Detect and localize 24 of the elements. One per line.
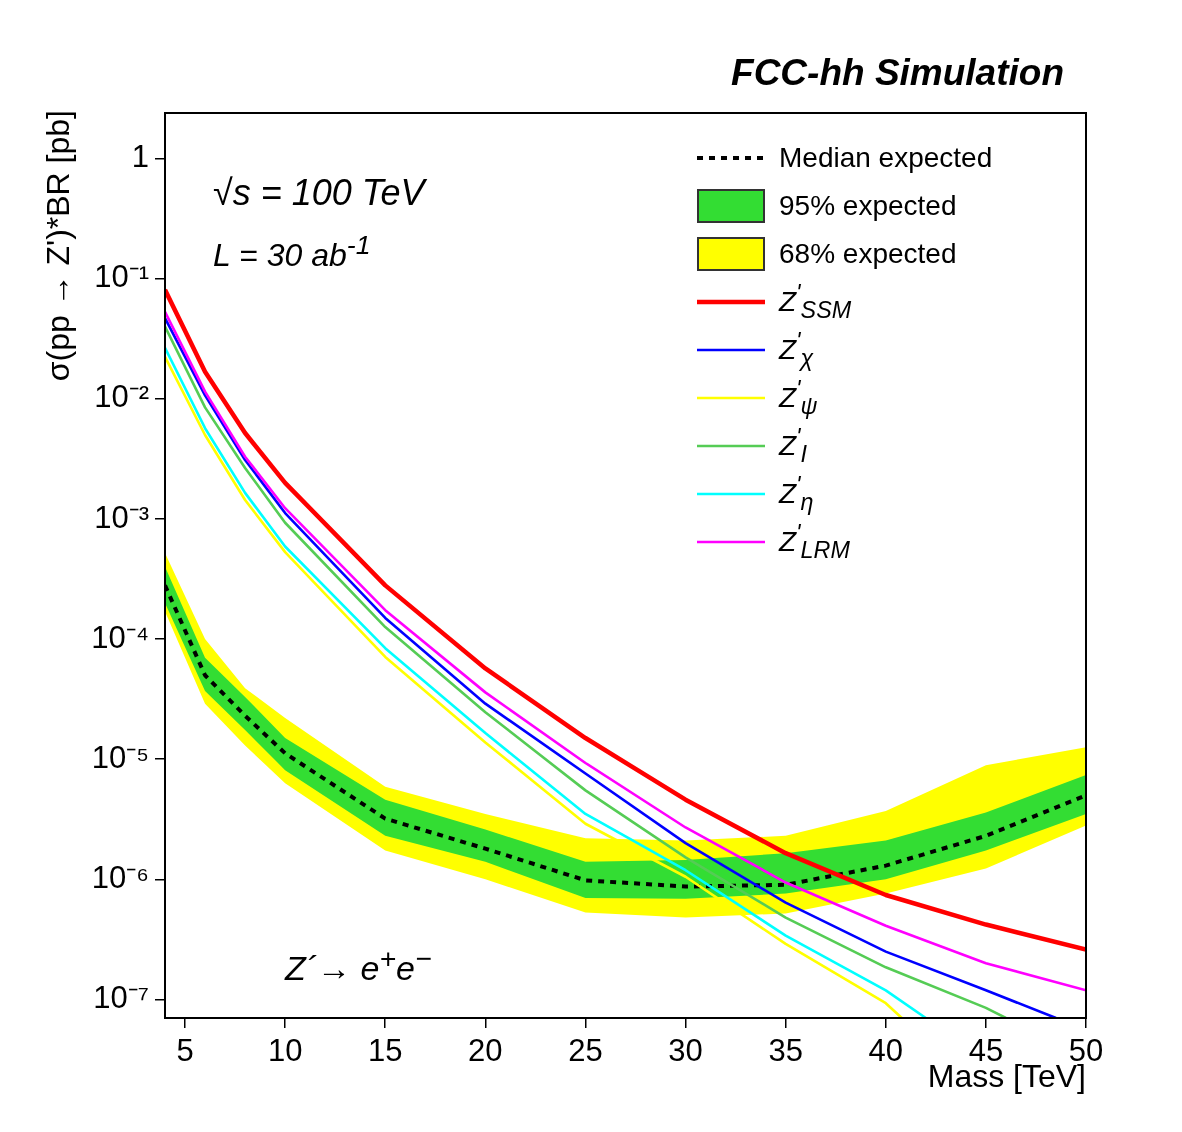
y-tick-label: 10⁻⁶: [91, 859, 149, 895]
legend-label: 95% expected: [779, 190, 957, 222]
x-tick-label: 10: [267, 1033, 303, 1069]
x-tick-label: 40: [868, 1033, 904, 1069]
y-tick-label: 10⁻⁴: [91, 619, 149, 655]
y-tick-label: 10⁻³: [94, 499, 149, 535]
x-tick-label: 25: [568, 1033, 603, 1069]
annotation: Z´→ e$^{+}$e$^{−}$: [285, 942, 432, 989]
x-tick-label: 20: [468, 1033, 503, 1069]
y-tick-label: 10⁻⁷: [93, 979, 149, 1015]
y-tick-label: 1: [131, 139, 149, 175]
y-tick-label: 10⁻²: [94, 379, 149, 415]
annotation: L = 30 ab$^{-1}$: [213, 230, 371, 274]
x-tick-label: 30: [668, 1033, 703, 1069]
legend-label: 68% expected: [779, 238, 957, 270]
x-tick-label: 35: [768, 1033, 803, 1069]
y-tick-label: 10⁻⁵: [91, 739, 149, 775]
y-axis-title: σ(pp → Z')*BR [pb]: [40, 110, 77, 382]
x-tick-label: 5: [176, 1033, 194, 1069]
y-tick-label: 10⁻¹: [94, 259, 149, 295]
chart-title: FCC-hh Simulation: [731, 52, 1064, 94]
legend-label: Median expected: [779, 142, 993, 174]
x-tick-label: 15: [368, 1033, 403, 1069]
annotation: √s = 100 TeV: [213, 172, 425, 214]
